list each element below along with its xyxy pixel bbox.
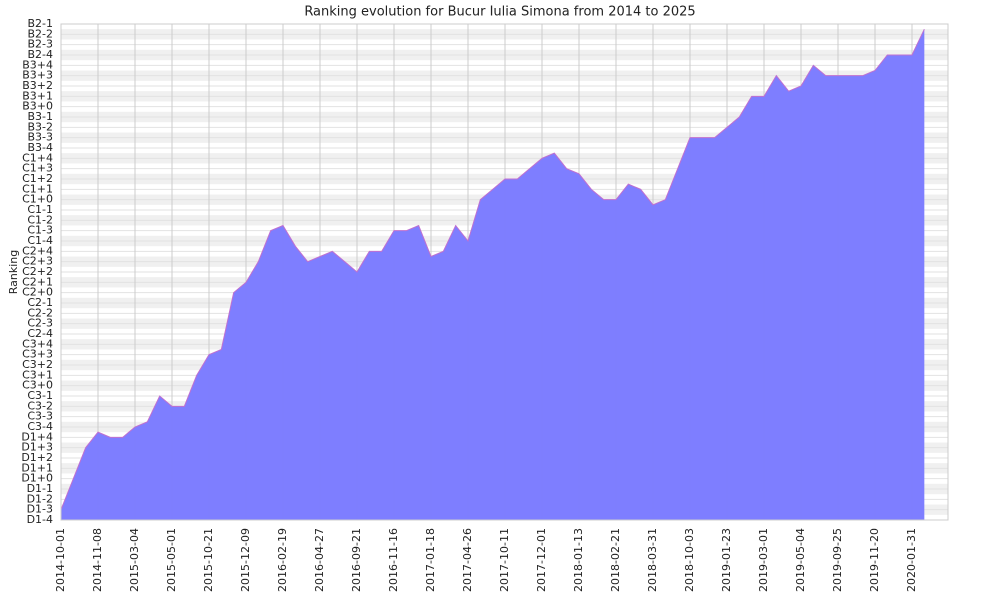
y-tick-label: C2+3 <box>22 255 53 268</box>
area <box>61 29 925 521</box>
y-tick-label: C1+0 <box>22 193 53 206</box>
y-tick-label: C1-2 <box>27 213 53 226</box>
y-tick-label: C1+1 <box>22 182 53 195</box>
y-tick-label: C2-3 <box>27 317 53 330</box>
x-tick-label: 2020-01-31 <box>905 528 918 592</box>
y-tick-label: B3+0 <box>22 100 53 113</box>
y-tick-label: B3+4 <box>22 58 53 71</box>
y-tick-label: C3-2 <box>27 399 53 412</box>
y-tick-label: B2-4 <box>27 48 53 61</box>
x-tick-label: 2019-11-20 <box>868 528 881 592</box>
y-tick-label: D1-2 <box>27 492 53 505</box>
y-tick-label: B2-1 <box>27 17 53 30</box>
x-tick-label: 2019-03-01 <box>757 528 770 592</box>
y-tick-label: C2-1 <box>27 296 53 309</box>
x-tick-label: 2018-03-31 <box>646 528 659 592</box>
y-tick-label: C2+4 <box>22 244 53 257</box>
x-tick-label: 2017-12-01 <box>535 528 548 592</box>
x-tick-label: 2017-04-26 <box>461 528 474 592</box>
y-tick-label: C1+4 <box>22 151 53 164</box>
x-tick-label: 2016-11-16 <box>387 528 400 592</box>
y-tick-label: C3-1 <box>27 389 53 402</box>
y-tick-label: C3+1 <box>22 368 53 381</box>
y-tick-label: D1+2 <box>21 451 53 464</box>
y-tick-label: B3-2 <box>27 120 53 133</box>
x-tick-label: 2018-01-13 <box>572 528 585 592</box>
y-tick-label: D1+0 <box>21 472 53 485</box>
plot-frame <box>60 23 949 521</box>
x-tick-label: 2019-05-04 <box>794 528 807 592</box>
y-tick-label: C2-4 <box>27 327 53 340</box>
x-tick-label: 2017-01-18 <box>424 528 437 592</box>
y-tick-label: C3+0 <box>22 379 53 392</box>
y-tick-label: B3-4 <box>27 141 53 154</box>
y-tick-label: C2+2 <box>22 265 53 278</box>
x-tick-label: 2017-10-11 <box>498 528 511 592</box>
y-tick-label: D1+1 <box>21 461 53 474</box>
y-tick-label: C2+0 <box>22 286 53 299</box>
y-axis-label: Ranking <box>7 250 20 295</box>
y-tick-label: B3+3 <box>22 69 53 82</box>
y-tick-label: C3+3 <box>22 348 53 361</box>
y-tick-label: C1-3 <box>27 224 53 237</box>
y-tick-label: D1-1 <box>27 482 53 495</box>
y-tick-label: C3+4 <box>22 337 53 350</box>
y-tick-label: C3-4 <box>27 420 53 433</box>
y-tick-label: C1+2 <box>22 172 53 185</box>
y-tick-label: C2+1 <box>22 275 53 288</box>
x-tick-label: 2018-02-21 <box>609 528 622 592</box>
x-tick-label: 2015-12-09 <box>239 528 252 592</box>
x-tick-label: 2015-03-04 <box>128 528 141 592</box>
y-tick-label: C2-2 <box>27 306 53 319</box>
x-tick-label: 2016-09-21 <box>350 528 363 592</box>
y-tick-label: D1-4 <box>27 513 53 526</box>
y-tick-label: B3-3 <box>27 131 53 144</box>
y-tick-label: D1+4 <box>21 430 53 443</box>
y-tick-label: D1+3 <box>21 441 53 454</box>
y-tick-label: C1-1 <box>27 203 53 216</box>
x-tick-label: 2016-04-27 <box>313 528 326 592</box>
y-tick-label: B2-2 <box>27 27 53 40</box>
y-tick-label: D1-3 <box>27 503 53 516</box>
x-tick-label: 2019-09-25 <box>831 528 844 592</box>
x-tick-label: 2018-10-03 <box>683 528 696 592</box>
y-tick-label: B2-3 <box>27 38 53 51</box>
x-tick-label: 2015-05-01 <box>165 528 178 592</box>
x-tick-label: 2015-10-21 <box>202 528 215 592</box>
x-tick-label: 2014-10-01 <box>54 528 67 592</box>
y-tick-label: B3+1 <box>22 89 53 102</box>
y-tick-label: C1+3 <box>22 162 53 175</box>
line <box>60 28 925 510</box>
x-tick-label: 2016-02-19 <box>276 528 289 592</box>
x-tick-label: 2019-01-23 <box>720 528 733 592</box>
y-tick-label: B3-1 <box>27 110 53 123</box>
chart-title: Ranking evolution for Bucur Iulia Simona… <box>304 5 695 20</box>
y-tick-label: C1-4 <box>27 234 53 247</box>
x-tick-label: 2014-11-08 <box>91 528 104 592</box>
y-tick-label: C3+2 <box>22 358 53 371</box>
y-tick-label: B3+2 <box>22 79 53 92</box>
y-tick-label: C3-3 <box>27 410 53 423</box>
